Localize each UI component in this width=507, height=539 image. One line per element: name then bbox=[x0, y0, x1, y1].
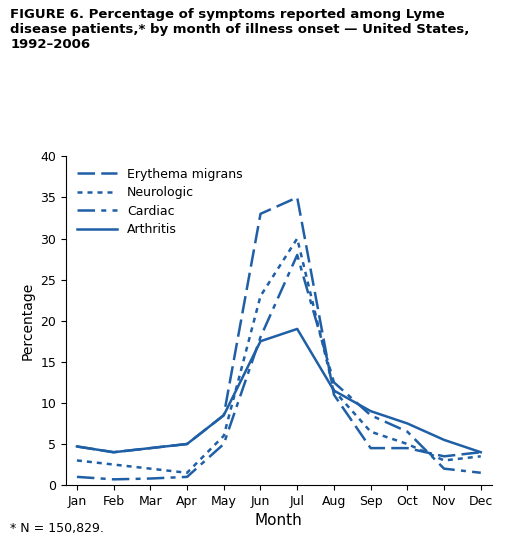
Neurologic bbox=[478, 453, 484, 460]
Cardiac bbox=[441, 465, 447, 472]
Cardiac bbox=[331, 379, 337, 385]
Erythema migrans bbox=[111, 449, 117, 455]
Cardiac bbox=[148, 475, 154, 482]
Arthritis bbox=[368, 408, 374, 414]
Neurologic bbox=[184, 469, 190, 476]
Erythema migrans bbox=[221, 412, 227, 418]
Cardiac bbox=[368, 412, 374, 418]
Arthritis bbox=[441, 437, 447, 443]
Arthritis bbox=[148, 445, 154, 451]
Cardiac bbox=[294, 252, 300, 258]
Y-axis label: Percentage: Percentage bbox=[21, 281, 35, 360]
Neurologic bbox=[441, 457, 447, 464]
Line: Arthritis: Arthritis bbox=[77, 329, 481, 452]
Arthritis bbox=[404, 420, 410, 427]
X-axis label: Month: Month bbox=[255, 513, 303, 528]
Erythema migrans bbox=[331, 391, 337, 398]
Neurologic bbox=[74, 457, 80, 464]
Arthritis bbox=[111, 449, 117, 455]
Neurologic bbox=[331, 388, 337, 394]
Erythema migrans bbox=[368, 445, 374, 451]
Erythema migrans bbox=[258, 211, 264, 217]
Text: * N = 150,829.: * N = 150,829. bbox=[10, 522, 104, 535]
Neurologic bbox=[368, 429, 374, 435]
Erythema migrans bbox=[294, 194, 300, 201]
Erythema migrans bbox=[441, 453, 447, 460]
Cardiac bbox=[258, 334, 264, 341]
Arthritis bbox=[221, 412, 227, 418]
Neurologic bbox=[148, 465, 154, 472]
Neurologic bbox=[111, 461, 117, 468]
Line: Erythema migrans: Erythema migrans bbox=[77, 197, 481, 457]
Cardiac bbox=[111, 476, 117, 482]
Arthritis bbox=[184, 441, 190, 447]
Neurologic bbox=[258, 293, 264, 299]
Erythema migrans bbox=[184, 441, 190, 447]
Cardiac bbox=[74, 474, 80, 480]
Cardiac bbox=[478, 469, 484, 476]
Erythema migrans bbox=[404, 445, 410, 451]
Cardiac bbox=[404, 429, 410, 435]
Neurologic bbox=[294, 236, 300, 242]
Arthritis bbox=[478, 449, 484, 455]
Line: Neurologic: Neurologic bbox=[77, 239, 481, 473]
Neurologic bbox=[221, 432, 227, 439]
Arthritis bbox=[74, 443, 80, 450]
Cardiac bbox=[184, 474, 190, 480]
Legend: Erythema migrans, Neurologic, Cardiac, Arthritis: Erythema migrans, Neurologic, Cardiac, A… bbox=[72, 163, 248, 241]
Text: FIGURE 6. Percentage of symptoms reported among Lyme
disease patients,* by month: FIGURE 6. Percentage of symptoms reporte… bbox=[10, 8, 469, 51]
Line: Cardiac: Cardiac bbox=[77, 255, 481, 479]
Arthritis bbox=[294, 326, 300, 332]
Arthritis bbox=[258, 338, 264, 344]
Neurologic bbox=[404, 441, 410, 447]
Arthritis bbox=[331, 388, 337, 394]
Erythema migrans bbox=[148, 445, 154, 451]
Cardiac bbox=[221, 441, 227, 447]
Erythema migrans bbox=[74, 443, 80, 450]
Erythema migrans bbox=[478, 449, 484, 455]
